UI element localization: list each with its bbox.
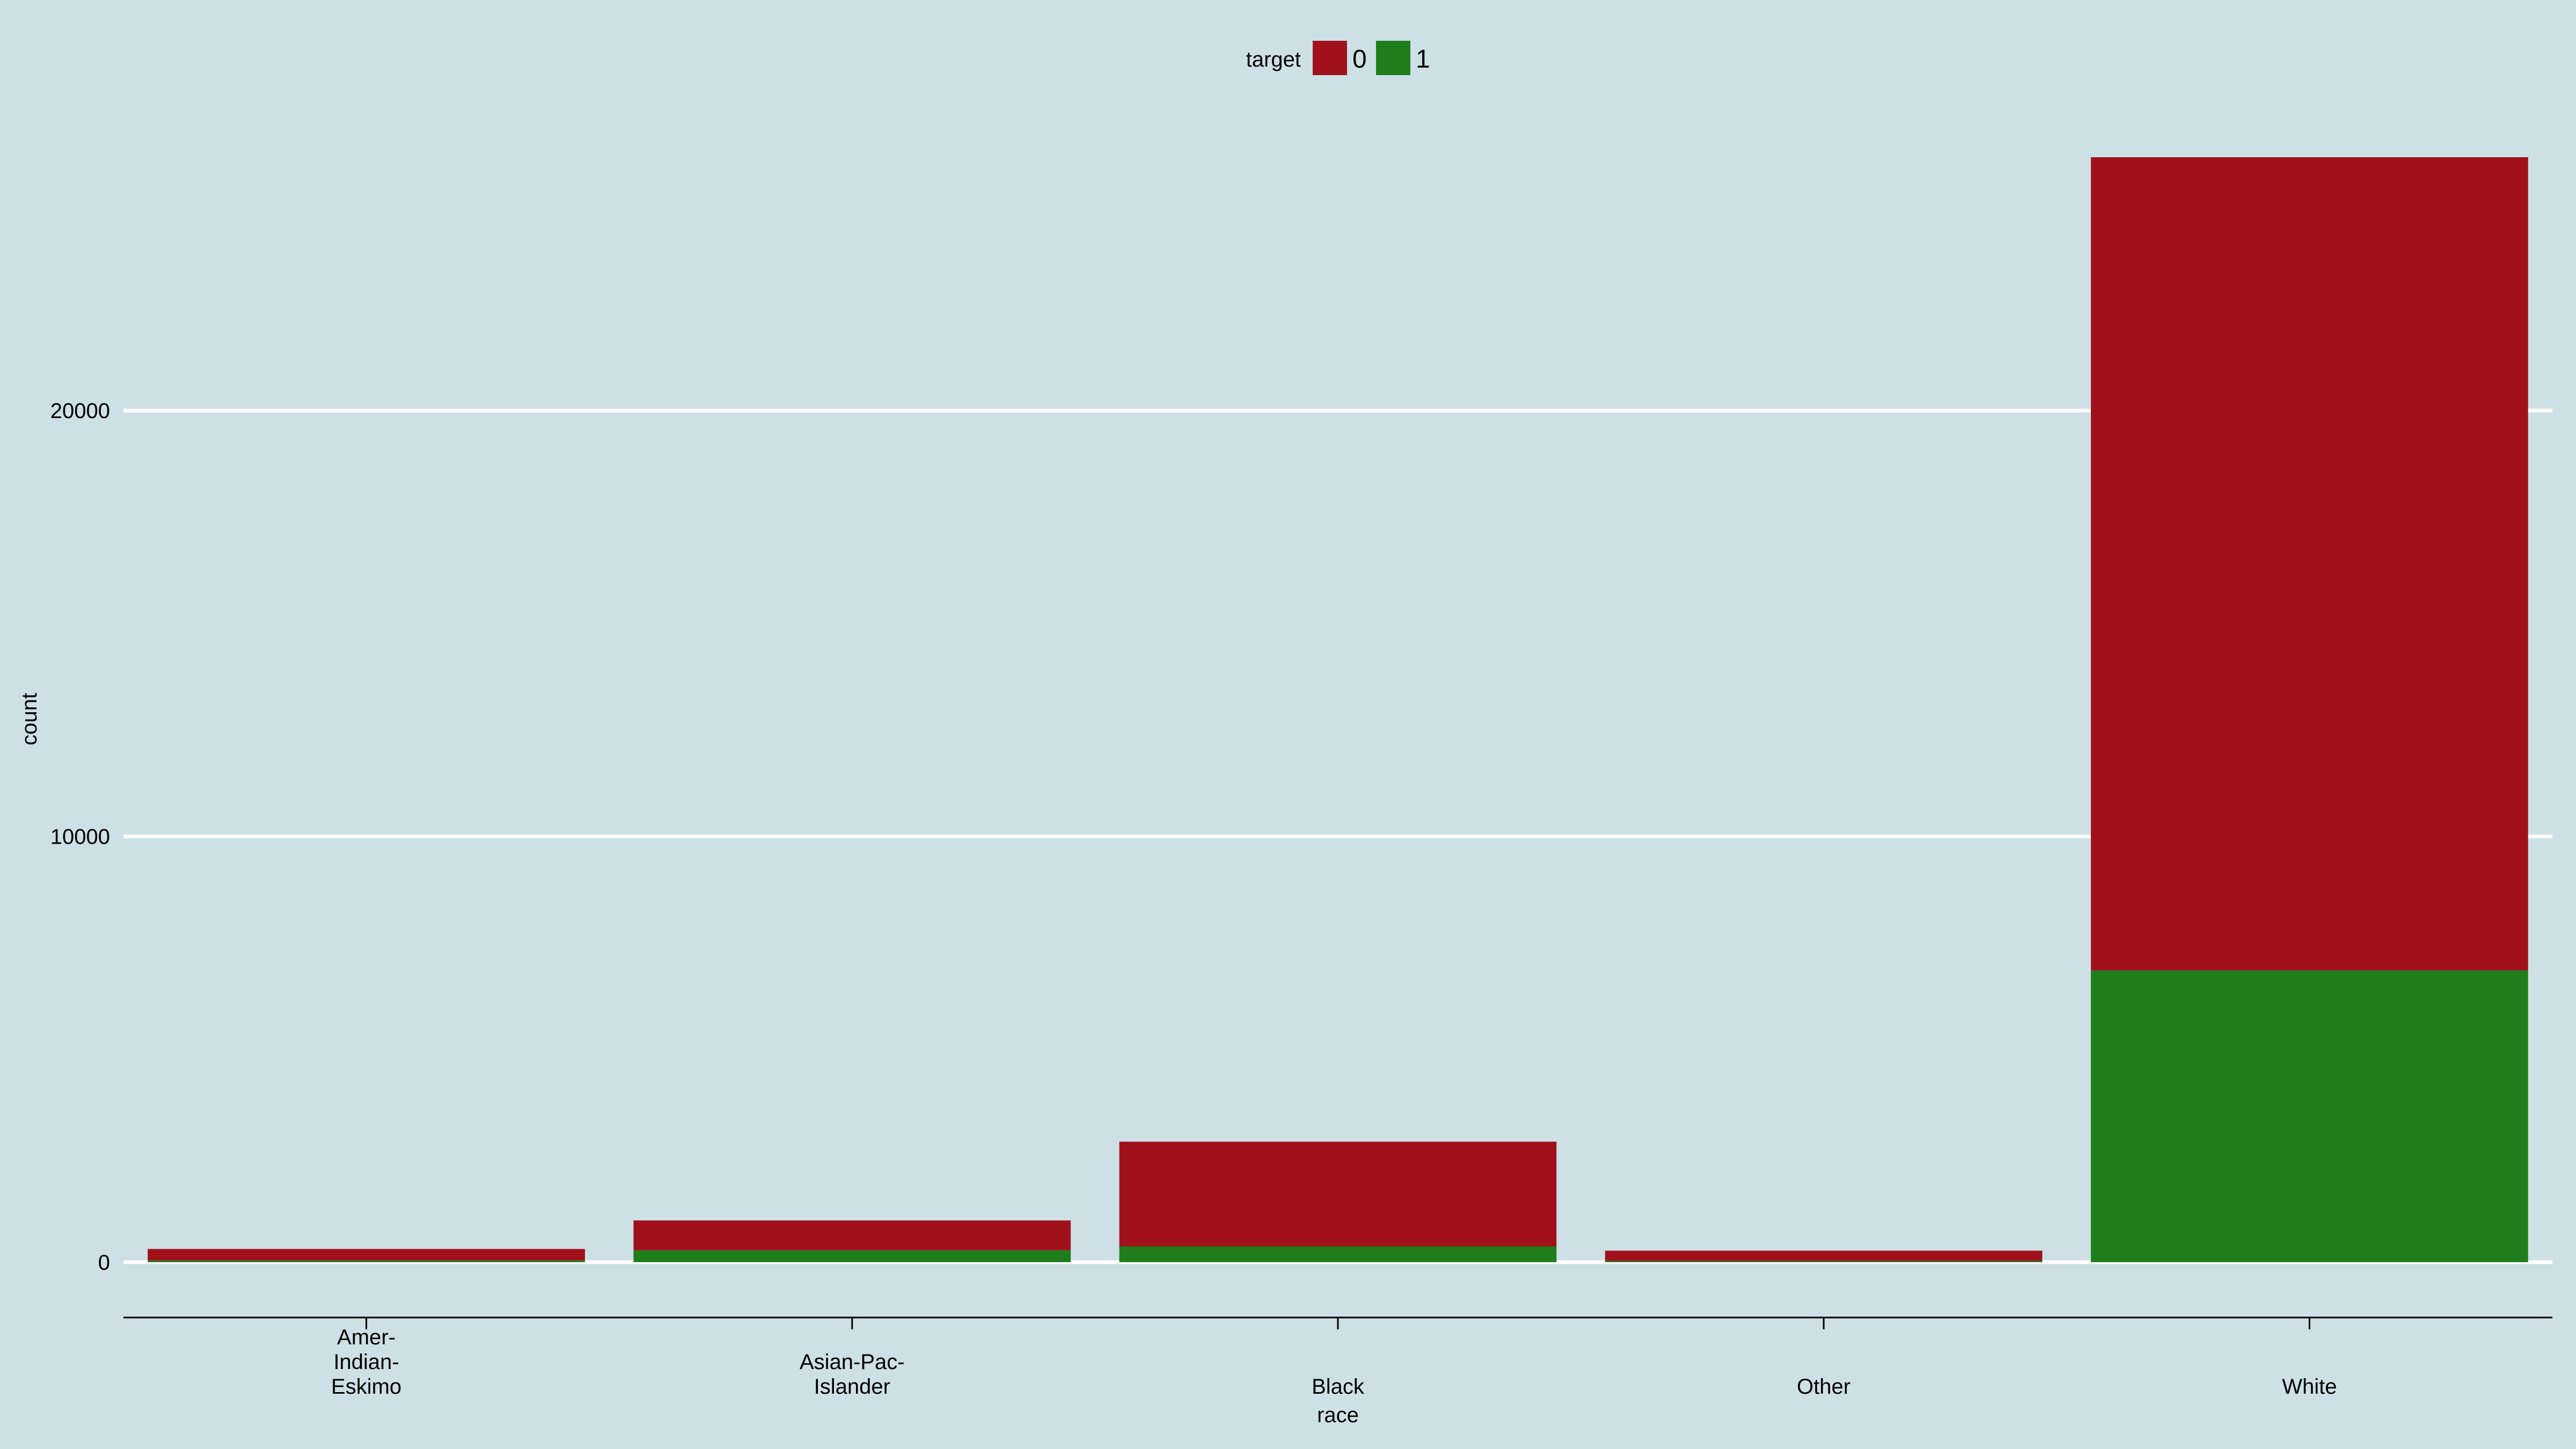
x-axis (123, 1316, 2552, 1329)
bar-amer-indian-eskimo-target-1 (148, 1260, 585, 1262)
y-tick-label-20000: 20000 (50, 399, 110, 423)
x-tick-label-amer-indian-eskimo-line-1: Amer- (337, 1326, 396, 1349)
bar-asian-pac-islander-target-0 (633, 1220, 1071, 1250)
legend-key-0 (1313, 41, 1347, 75)
bar-white-target-1 (2091, 970, 2528, 1262)
legend-label-1: 1 (1416, 45, 1430, 74)
x-tick-label-amer-indian-eskimo-line-2: Indian- (333, 1350, 399, 1374)
x-tick-label-asian-pac-islander-line-1: Asian-Pac- (800, 1350, 905, 1374)
legend-label-0: 0 (1352, 45, 1367, 74)
legend: target 0 1 (1246, 41, 1430, 75)
bars (148, 157, 2528, 1262)
y-tick-label-0: 0 (98, 1251, 110, 1275)
bar-asian-pac-islander-target-1 (633, 1250, 1071, 1262)
x-tick-label-white-line-1: White (2282, 1375, 2337, 1399)
legend-title: target (1246, 48, 1301, 71)
bar-other-target-1 (1605, 1261, 2043, 1262)
x-tick-label-asian-pac-islander-line-2: Islander (814, 1375, 890, 1399)
bar-white-target-0 (2091, 157, 2528, 971)
x-tick-label-black-line-1: Black (1312, 1375, 1365, 1399)
bar-amer-indian-eskimo-target-0 (148, 1249, 585, 1261)
x-tick-label-other-line-1: Other (1797, 1375, 1850, 1399)
y-axis-label: count (18, 693, 41, 745)
x-axis-tick-labels: Amer-Indian-Eskimo Asian-Pac-Islander Blac… (331, 1326, 2337, 1399)
bar-black-target-1 (1119, 1246, 1557, 1262)
bar-other-target-0 (1605, 1250, 2043, 1261)
y-tick-label-10000: 10000 (50, 825, 110, 848)
x-tick-label-amer-indian-eskimo-line-3: Eskimo (331, 1375, 401, 1399)
y-axis-tick-labels: 0 10000 20000 (50, 399, 110, 1275)
bar-black-target-0 (1119, 1141, 1557, 1247)
x-axis-label: race (1317, 1403, 1359, 1427)
legend-key-1 (1376, 41, 1410, 75)
